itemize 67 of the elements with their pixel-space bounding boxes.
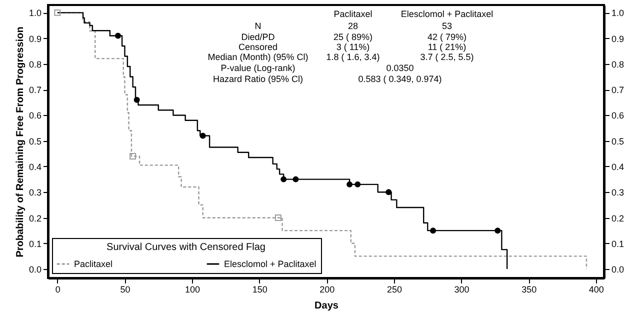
point — [130, 153, 136, 160]
point — [134, 96, 140, 103]
point — [386, 189, 392, 196]
y-tick-label: 0.7 — [28, 85, 42, 96]
legend-label: Elesclomol + Paclitaxel — [224, 259, 316, 269]
y2-tick-label: 0.5 — [612, 136, 624, 146]
y2-tick-label: 0.6 — [612, 110, 624, 121]
annotation: Median (Month) (95% Cl) — [208, 52, 308, 62]
y-tick-label: 0.4 — [28, 162, 42, 172]
point — [200, 132, 206, 139]
annotation: Paclitaxel — [334, 9, 372, 19]
y-tick-label: 0.6 — [28, 110, 42, 121]
x-tick-label: 50 — [120, 284, 130, 294]
point — [346, 181, 353, 188]
annotation: 0.583 ( 0.349, 0.974) — [358, 74, 442, 84]
y2-tick-label: 0.4 — [612, 162, 624, 172]
point — [115, 32, 122, 39]
annotation: Died/PD — [241, 32, 276, 42]
x-tick-label: 300 — [454, 284, 470, 294]
point — [430, 228, 436, 234]
point — [354, 181, 361, 188]
y2-tick-label: 0.9 — [612, 34, 624, 44]
y-tick-label: 0.8 — [28, 59, 42, 70]
annotation: P-value (Log-rank) — [220, 63, 296, 73]
y-tick-label: 0.0 — [28, 264, 42, 275]
point — [54, 9, 61, 16]
point — [274, 214, 282, 221]
annotation: 1.8 ( 1.6, 3.4) — [326, 52, 380, 62]
y2-tick-label: 0.2 — [612, 213, 624, 224]
annotation: 3.7 ( 2.5, 5.5) — [420, 52, 474, 62]
annotation: 11 ( 21%) — [428, 42, 466, 52]
y-tick-label: 1.0 — [28, 8, 42, 18]
annotation: Censored — [238, 42, 278, 52]
y2-tick-label: 0.1 — [612, 238, 624, 249]
annotation: 0.0350 — [386, 63, 414, 73]
x-tick-label: 150 — [252, 284, 268, 294]
annotation: Hazard Ratio (95% Cl) — [212, 74, 304, 84]
annotation: 28 — [348, 21, 358, 31]
annotation: 53 — [442, 21, 452, 31]
y2-tick-label: 0.3 — [612, 188, 624, 198]
y2-tick-label: 0.7 — [612, 85, 624, 96]
x-tick-label: 350 — [522, 284, 537, 294]
annotation: N — [254, 21, 262, 31]
point — [494, 228, 501, 234]
annotation: Elesclomol + Paclitaxel — [400, 9, 494, 19]
annotation: 25 ( 89%) — [333, 32, 373, 42]
annotation: 42 ( 79%) — [427, 32, 467, 42]
legend-title: Survival Curves with Censored Flag — [106, 242, 266, 253]
y2-tick-label: 0.0 — [612, 264, 624, 275]
legend-label: Paclitaxel — [74, 259, 113, 269]
y-tick-label: 0.9 — [28, 34, 42, 44]
x-tick-label: 250 — [386, 284, 402, 294]
y-tick-label: 0.5 — [28, 136, 42, 146]
y2-tick-label: 1.0 — [612, 8, 624, 18]
point — [292, 176, 299, 182]
x-tick-label: 400 — [588, 284, 604, 294]
annotation: 3 ( 11%) — [336, 42, 370, 52]
y-tick-label: 0.1 — [28, 238, 42, 249]
point — [280, 176, 287, 182]
y2-tick-label: 0.8 — [612, 59, 624, 70]
x-tick-label: 0 — [55, 284, 60, 294]
x-tick-label: 100 — [185, 284, 200, 294]
x-axis-title: Days — [314, 300, 339, 312]
y-axis-title: Probability of Remaining Free From Progression — [14, 26, 26, 258]
y-tick-label: 0.2 — [28, 213, 42, 224]
y-tick-label: 0.3 — [28, 188, 42, 198]
x-tick-label: 200 — [320, 284, 335, 294]
